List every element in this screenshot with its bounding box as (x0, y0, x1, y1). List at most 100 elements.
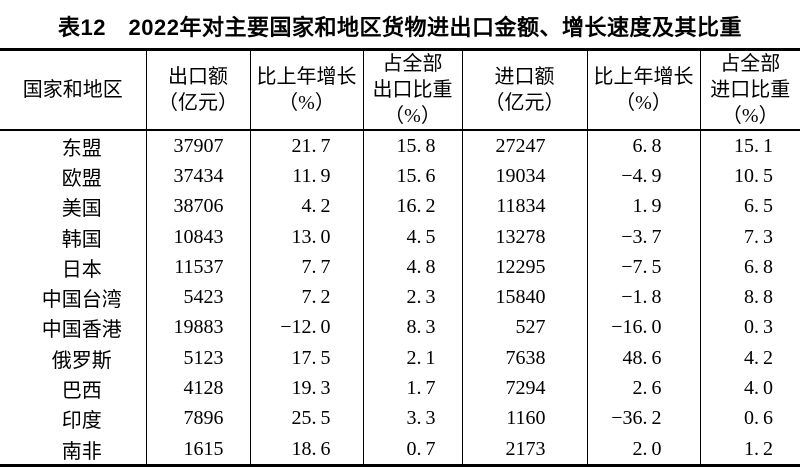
import-growth-cell: −36. 2 (587, 403, 701, 434)
import-growth-cell: −16. 0 (587, 312, 701, 344)
table-row: 巴西 4128 19. 3 1. 7 7294 2. 6 4. 0 (0, 373, 800, 404)
region-cell: 中国香港 (0, 312, 147, 344)
header-line: 出口比重 (372, 79, 453, 101)
header-line: 占全部 (382, 53, 443, 75)
export-share-cell: 0. 7 (363, 433, 463, 466)
export-share-cell: 15. 8 (363, 130, 463, 162)
export-growth-cell: 7. 7 (250, 252, 364, 283)
export-share-cell: 15. 6 (363, 161, 463, 192)
region-cell: 中国台湾 (0, 282, 147, 313)
export-share-cell: 2. 1 (363, 343, 463, 374)
export-value-cell: 1615 (146, 433, 251, 466)
import-value-cell: 527 (462, 312, 588, 344)
col-header-import-share: 占全部 进口比重 （%） (700, 49, 800, 131)
header-line: 进口比重 (710, 79, 791, 101)
import-value-cell: 27247 (462, 130, 588, 162)
export-share-cell: 16. 2 (363, 191, 463, 222)
export-value-cell: 4128 (146, 373, 251, 404)
table-row: 东盟 37907 21. 7 15. 8 27247 6. 8 15. 1 (0, 130, 800, 162)
export-value-cell: 5123 (146, 343, 251, 374)
export-share-cell: 4. 8 (363, 252, 463, 283)
import-value-cell: 1160 (462, 403, 588, 434)
import-value-cell: 12295 (462, 252, 588, 283)
import-share-cell: 8. 8 (743, 286, 773, 309)
export-value-cell: 19883 (146, 312, 251, 344)
region-cell: 日本 (0, 252, 147, 283)
export-share-cell: 1. 7 (363, 373, 463, 404)
import-growth-cell: 2. 6 (587, 373, 701, 404)
region-cell: 俄罗斯 (0, 343, 147, 374)
col-header-export-growth: 比上年增长 （%） (250, 49, 364, 131)
import-growth-cell: −1. 8 (587, 282, 701, 313)
import-growth-cell: −4. 9 (587, 161, 701, 192)
export-value-cell: 5423 (146, 282, 251, 313)
table-body: 东盟 37907 21. 7 15. 8 27247 6. 8 15. 1 欧盟 37434 11… (0, 130, 800, 466)
import-growth-cell: −7. 5 (587, 252, 701, 283)
import-share-cell: 0. 3 (743, 316, 773, 339)
col-header-import-value: 进口额 （亿元） (462, 49, 588, 131)
import-growth-cell: 1. 9 (587, 191, 701, 222)
col-header-import-growth: 比上年增长 （%） (587, 49, 701, 131)
header-line: 占全部 (720, 53, 781, 75)
export-value-cell: 7896 (146, 403, 251, 434)
import-value-cell: 15840 (462, 282, 588, 313)
header-line: （%） (384, 105, 441, 127)
export-growth-cell: 11. 9 (250, 161, 364, 192)
import-value-cell: 19034 (462, 161, 588, 192)
export-growth-cell: 17. 5 (250, 343, 364, 374)
header-line: （%） (615, 92, 672, 114)
export-share-cell: 8. 3 (363, 312, 463, 344)
header-row: 国家和地区 出口额 （亿元） 比上年增长 （%） 占全部 出口比重 （%） 进口… (0, 49, 800, 131)
table-row: 韩国 10843 13. 0 4. 5 13278 −3. 7 7. 3 (0, 221, 800, 253)
export-share-cell: 4. 5 (363, 221, 463, 253)
export-value-cell: 37907 (146, 130, 251, 162)
header-line: （%） (721, 105, 779, 127)
region-cell: 巴西 (0, 373, 147, 404)
header-line: （亿元） (484, 92, 565, 114)
header-line: 出口额 (168, 66, 228, 88)
import-share-cell: 6. 5 (743, 195, 773, 218)
export-growth-cell: 4. 2 (250, 191, 364, 222)
region-cell: 韩国 (0, 221, 147, 253)
export-value-cell: 38706 (146, 191, 251, 222)
export-value-cell: 10843 (146, 221, 251, 253)
import-share-cell: 0. 6 (743, 407, 773, 430)
import-share-cell: 15. 1 (733, 134, 773, 157)
table-row: 南非 1615 18. 6 0. 7 2173 2. 0 1. 2 (0, 433, 800, 466)
export-growth-cell: −12. 0 (250, 312, 364, 344)
export-growth-cell: 18. 6 (250, 433, 364, 466)
region-cell: 南非 (0, 433, 147, 466)
import-value-cell: 13278 (462, 221, 588, 253)
header-line: 比上年增长 (593, 66, 694, 88)
table-row: 欧盟 37434 11. 9 15. 6 19034 −4. 9 10. 5 (0, 161, 800, 192)
import-export-table: 国家和地区 出口额 （亿元） 比上年增长 （%） 占全部 出口比重 （%） 进口… (0, 48, 800, 467)
import-share-cell: 7. 3 (743, 225, 773, 248)
table-row: 印度 7896 25. 5 3. 3 1160 −36. 2 0. 6 (0, 403, 800, 434)
import-growth-cell: −3. 7 (587, 221, 701, 253)
export-growth-cell: 19. 3 (250, 373, 364, 404)
export-share-cell: 3. 3 (363, 403, 463, 434)
table-row: 日本 11537 7. 7 4. 8 12295 −7. 5 6. 8 (0, 252, 800, 283)
import-growth-cell: 2. 0 (587, 433, 701, 466)
import-value-cell: 2173 (462, 433, 588, 466)
region-cell: 美国 (0, 191, 147, 222)
export-value-cell: 11537 (146, 252, 251, 283)
table-header: 国家和地区 出口额 （亿元） 比上年增长 （%） 占全部 出口比重 （%） 进口… (0, 49, 800, 131)
export-growth-cell: 13. 0 (250, 221, 364, 253)
table-row: 中国香港 19883 −12. 0 8. 3 527 −16. 0 0. 3 (0, 312, 800, 344)
export-share-cell: 2. 3 (363, 282, 463, 313)
col-header-export-share: 占全部 出口比重 （%） (363, 49, 463, 131)
export-growth-cell: 7. 2 (250, 282, 364, 313)
header-line: （亿元） (158, 92, 238, 114)
import-share-cell: 4. 0 (743, 377, 773, 400)
region-cell: 印度 (0, 403, 147, 434)
table-row: 美国 38706 4. 2 16. 2 11834 1. 9 6. 5 (0, 191, 800, 222)
col-header-export-value: 出口额 （亿元） (146, 49, 251, 131)
import-share-cell: 10. 5 (733, 164, 773, 187)
header-line: 国家和地区 (22, 79, 123, 101)
export-growth-cell: 21. 7 (250, 130, 364, 162)
col-header-region: 国家和地区 (0, 49, 147, 131)
import-growth-cell: 6. 8 (587, 130, 701, 162)
import-value-cell: 7638 (462, 343, 588, 374)
